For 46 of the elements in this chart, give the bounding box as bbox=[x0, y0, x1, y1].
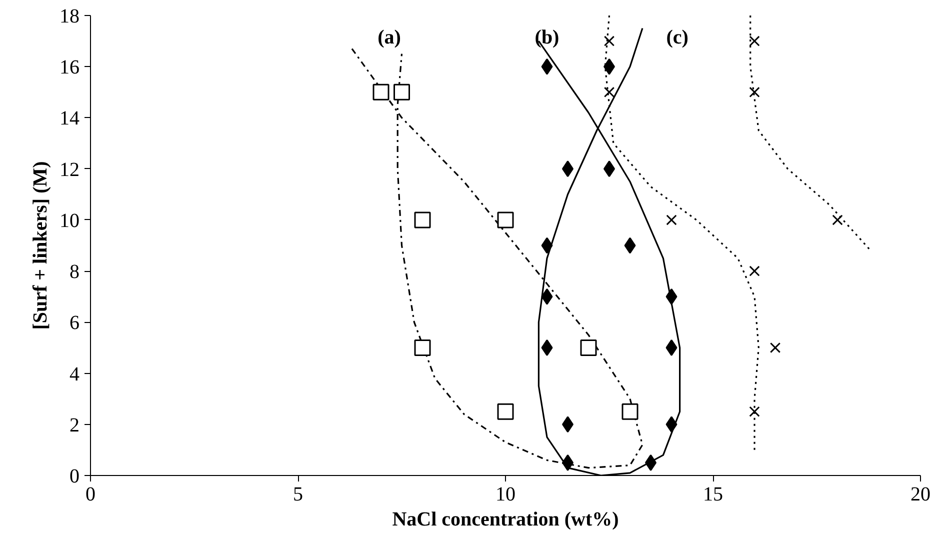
point bbox=[666, 416, 678, 433]
point bbox=[749, 86, 760, 98]
point bbox=[604, 86, 615, 98]
y-tick-label: 4 bbox=[70, 363, 80, 386]
y-tick-label: 12 bbox=[60, 158, 80, 181]
point bbox=[580, 339, 597, 356]
y-tick-label: 10 bbox=[60, 210, 80, 232]
point bbox=[541, 237, 553, 254]
y-axis-title: [Surf + linkers] (M) bbox=[30, 161, 52, 330]
line-series bbox=[750, 16, 872, 252]
y-tick-label: 18 bbox=[60, 6, 80, 28]
point bbox=[832, 214, 843, 226]
x-tick-label: 20 bbox=[910, 484, 930, 506]
point bbox=[624, 237, 636, 254]
point bbox=[622, 403, 638, 420]
point bbox=[497, 212, 514, 228]
point bbox=[749, 36, 760, 46]
point bbox=[666, 214, 677, 226]
x-tick-label: 10 bbox=[496, 484, 516, 506]
x-tick-label: 5 bbox=[293, 484, 303, 506]
annotation: (a) bbox=[378, 26, 401, 48]
y-tick-label: 6 bbox=[70, 312, 80, 334]
point bbox=[770, 342, 781, 354]
point bbox=[414, 212, 431, 228]
point bbox=[749, 266, 760, 276]
y-tick-label: 2 bbox=[70, 414, 80, 436]
point bbox=[372, 84, 390, 100]
y-tick-label: 8 bbox=[70, 261, 80, 284]
point bbox=[394, 84, 410, 100]
x-tick-label: 15 bbox=[703, 484, 723, 506]
point bbox=[541, 288, 553, 305]
point bbox=[604, 36, 615, 46]
x-tick-label: 0 bbox=[86, 484, 96, 506]
y-tick-label: 0 bbox=[70, 466, 80, 488]
annotation: (b) bbox=[534, 26, 560, 48]
point bbox=[541, 58, 553, 75]
annotation: (c) bbox=[666, 26, 688, 48]
point bbox=[749, 406, 760, 417]
x-axis-title: NaCl concentration (wt%) bbox=[392, 508, 619, 530]
point bbox=[666, 288, 678, 305]
y-tick-label: 16 bbox=[60, 56, 80, 79]
y-tick-label: 14 bbox=[60, 108, 80, 130]
point bbox=[414, 339, 431, 356]
point bbox=[541, 339, 553, 356]
point bbox=[497, 403, 514, 420]
point bbox=[666, 339, 678, 356]
